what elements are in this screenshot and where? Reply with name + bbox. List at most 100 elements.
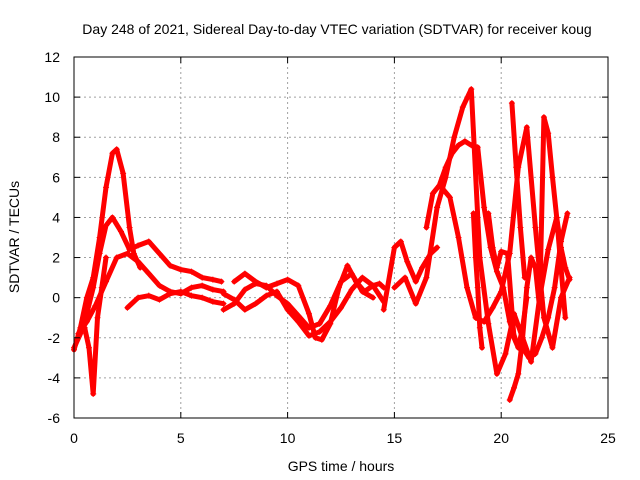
data-point — [327, 318, 334, 325]
data-point — [252, 300, 259, 307]
data-point — [549, 344, 556, 351]
data-point — [558, 294, 565, 301]
data-point — [391, 244, 398, 251]
data-point — [515, 370, 522, 377]
x-tick-label: 25 — [600, 430, 616, 446]
data-point — [506, 396, 513, 403]
x-axis-label: GPS time / hours — [288, 458, 395, 474]
data-point — [472, 254, 479, 261]
data-point — [419, 264, 426, 271]
data-point — [391, 284, 398, 291]
data-point — [167, 290, 174, 297]
data-point — [103, 184, 110, 191]
data-point — [295, 318, 302, 325]
data-point — [199, 294, 206, 301]
data-point — [98, 284, 105, 291]
data-point — [376, 280, 383, 287]
y-tick-label: 6 — [52, 169, 60, 185]
data-point — [404, 258, 411, 265]
data-point — [513, 164, 520, 171]
data-point — [549, 174, 556, 181]
data-point — [429, 190, 436, 197]
data-point — [305, 324, 312, 331]
data-point — [241, 306, 248, 313]
data-point — [370, 294, 377, 301]
data-point — [145, 238, 152, 245]
data-point — [199, 274, 206, 281]
data-point — [464, 284, 471, 291]
data-point — [344, 262, 351, 269]
data-point — [423, 224, 430, 231]
data-point — [156, 296, 163, 303]
data-point — [536, 304, 543, 311]
x-tick-label: 0 — [70, 430, 78, 446]
data-point — [498, 288, 505, 295]
data-point — [540, 114, 547, 121]
data-point — [540, 314, 547, 321]
data-point — [231, 296, 238, 303]
y-tick-label: 12 — [44, 49, 60, 65]
series-track-4 — [81, 254, 110, 397]
data-point — [241, 270, 248, 277]
data-point — [380, 306, 387, 313]
data-point — [305, 332, 312, 339]
data-point — [220, 300, 227, 307]
data-point — [521, 274, 528, 281]
y-tick-label: 4 — [52, 209, 60, 225]
data-point — [103, 222, 110, 229]
data-point — [566, 276, 573, 283]
data-point — [188, 284, 195, 291]
series-track-5 — [124, 288, 227, 311]
data-point — [455, 234, 462, 241]
data-point — [446, 194, 453, 201]
data-point — [109, 214, 116, 221]
data-point — [564, 210, 571, 217]
data-point — [478, 344, 485, 351]
series-line — [509, 100, 528, 281]
data-point — [90, 390, 97, 397]
y-tick-label: 8 — [52, 129, 60, 145]
data-point — [90, 284, 97, 291]
data-point — [120, 170, 127, 177]
data-point — [470, 210, 477, 217]
data-point — [241, 286, 248, 293]
data-point — [113, 146, 120, 153]
data-point — [359, 288, 366, 295]
data-point — [517, 224, 524, 231]
data-point — [423, 274, 430, 281]
data-point — [263, 292, 270, 299]
data-point — [489, 244, 496, 251]
data-point — [85, 344, 92, 351]
data-point — [511, 334, 518, 341]
y-tick-label: 0 — [52, 290, 60, 306]
data-point — [504, 250, 511, 257]
data-point — [273, 280, 280, 287]
series-line — [438, 124, 573, 351]
data-point — [485, 320, 492, 327]
y-tick-label: -4 — [48, 370, 61, 386]
data-point — [412, 300, 419, 307]
data-point — [532, 224, 539, 231]
data-point — [109, 150, 116, 157]
data-point — [188, 268, 195, 275]
chart-title: Day 248 of 2021, Sidereal Day-to-day VTE… — [82, 21, 591, 37]
data-point — [209, 286, 216, 293]
data-point — [156, 282, 163, 289]
series-line — [82, 255, 109, 397]
series-track-10 — [391, 204, 441, 307]
data-point — [96, 250, 103, 257]
data-point — [338, 278, 344, 285]
data-point — [438, 184, 445, 191]
data-point — [209, 276, 216, 283]
x-tick-label: 20 — [493, 430, 509, 446]
data-point — [156, 250, 163, 257]
data-point — [451, 134, 458, 141]
data-point — [348, 286, 355, 293]
data-point — [502, 350, 509, 357]
data-point — [177, 266, 184, 273]
data-point — [124, 304, 131, 311]
x-tick-label: 15 — [387, 430, 403, 446]
data-point — [220, 306, 227, 313]
data-point — [493, 264, 500, 271]
data-point — [220, 290, 227, 297]
